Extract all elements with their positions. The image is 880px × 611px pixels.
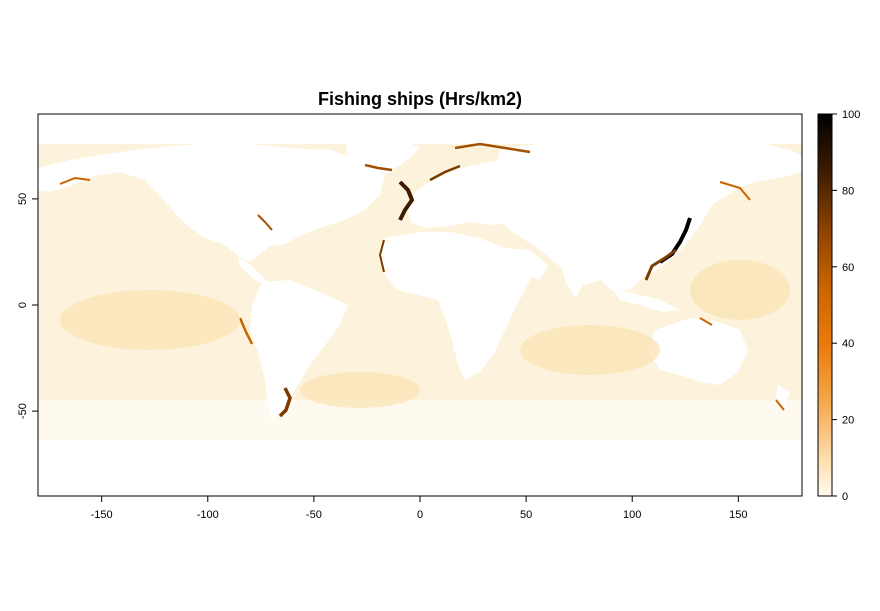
hotspot-iceland — [364, 163, 393, 172]
x-tick-label: 0 — [417, 509, 423, 521]
asia-landmass — [490, 134, 802, 290]
x-tick-label: -150 — [91, 509, 113, 521]
color-legend: 0 20 40 60 80 100 — [817, 109, 860, 503]
greenland-landmass — [345, 138, 420, 178]
haze-south-atlantic — [300, 372, 420, 408]
x-axis: -150 -100 -50 0 50 100 150 — [91, 496, 748, 521]
fishing-hotspots — [59, 142, 785, 418]
legend-tick-label: 60 — [842, 262, 854, 274]
y-tick-label: 0 — [17, 302, 29, 308]
hotspot-east-asia-shelf — [644, 248, 677, 281]
central-america-landmass — [238, 256, 270, 284]
legend-tick-label: 0 — [842, 491, 848, 503]
haze-indian-ocean — [520, 325, 660, 375]
map-title: Fishing ships (Hrs/km2) — [318, 89, 522, 109]
legend-ticks: 0 20 40 60 80 100 — [832, 109, 860, 503]
southeast-asia-landmass — [612, 288, 680, 312]
hotspot-norway-coast — [429, 164, 461, 182]
x-tick-label: 150 — [729, 509, 747, 521]
x-tick-label: 50 — [520, 509, 532, 521]
africa-landmass — [380, 232, 535, 380]
australia-landmass — [648, 318, 748, 385]
hotspot-okhotsk-sea — [719, 181, 751, 201]
haze-east-pacific — [60, 290, 240, 350]
legend-tick-label: 100 — [842, 109, 860, 121]
map-plot-area — [38, 114, 802, 496]
antarctica-landmass — [38, 470, 802, 496]
x-tick-label: -100 — [197, 509, 219, 521]
hotspot-northwest-atlantic — [257, 214, 273, 231]
hotspot-peru-coast — [238, 317, 254, 345]
north-america-landmass — [38, 142, 385, 262]
x-tick-label: -50 — [306, 509, 322, 521]
legend-tick-label: 40 — [842, 338, 854, 350]
haze-west-pacific — [690, 260, 790, 320]
y-tick-label: 50 — [17, 193, 29, 205]
india-landmass — [560, 262, 590, 298]
y-axis: -50 0 50 — [17, 193, 38, 419]
legend-tick-label: 80 — [842, 185, 854, 197]
legend-colorbar — [817, 113, 833, 497]
southern-ocean-band — [38, 400, 802, 440]
south-america-landmass — [250, 280, 348, 420]
hotspot-bering-sea — [59, 176, 91, 185]
hotspot-southeast-asia — [699, 317, 713, 326]
hotspot-north-sea — [398, 180, 415, 221]
x-tick-label: 100 — [623, 509, 641, 521]
arabia-landmass — [505, 248, 548, 280]
fishing-effort-haze — [60, 260, 790, 408]
hotspot-patagonia-shelf — [278, 387, 292, 418]
hotspot-barents-sea — [454, 142, 531, 154]
hotspot-new-zealand — [775, 399, 785, 411]
y-tick-label: -50 — [17, 403, 29, 419]
hotspot-west-africa — [378, 239, 385, 273]
legend-tick-label: 20 — [842, 415, 854, 427]
